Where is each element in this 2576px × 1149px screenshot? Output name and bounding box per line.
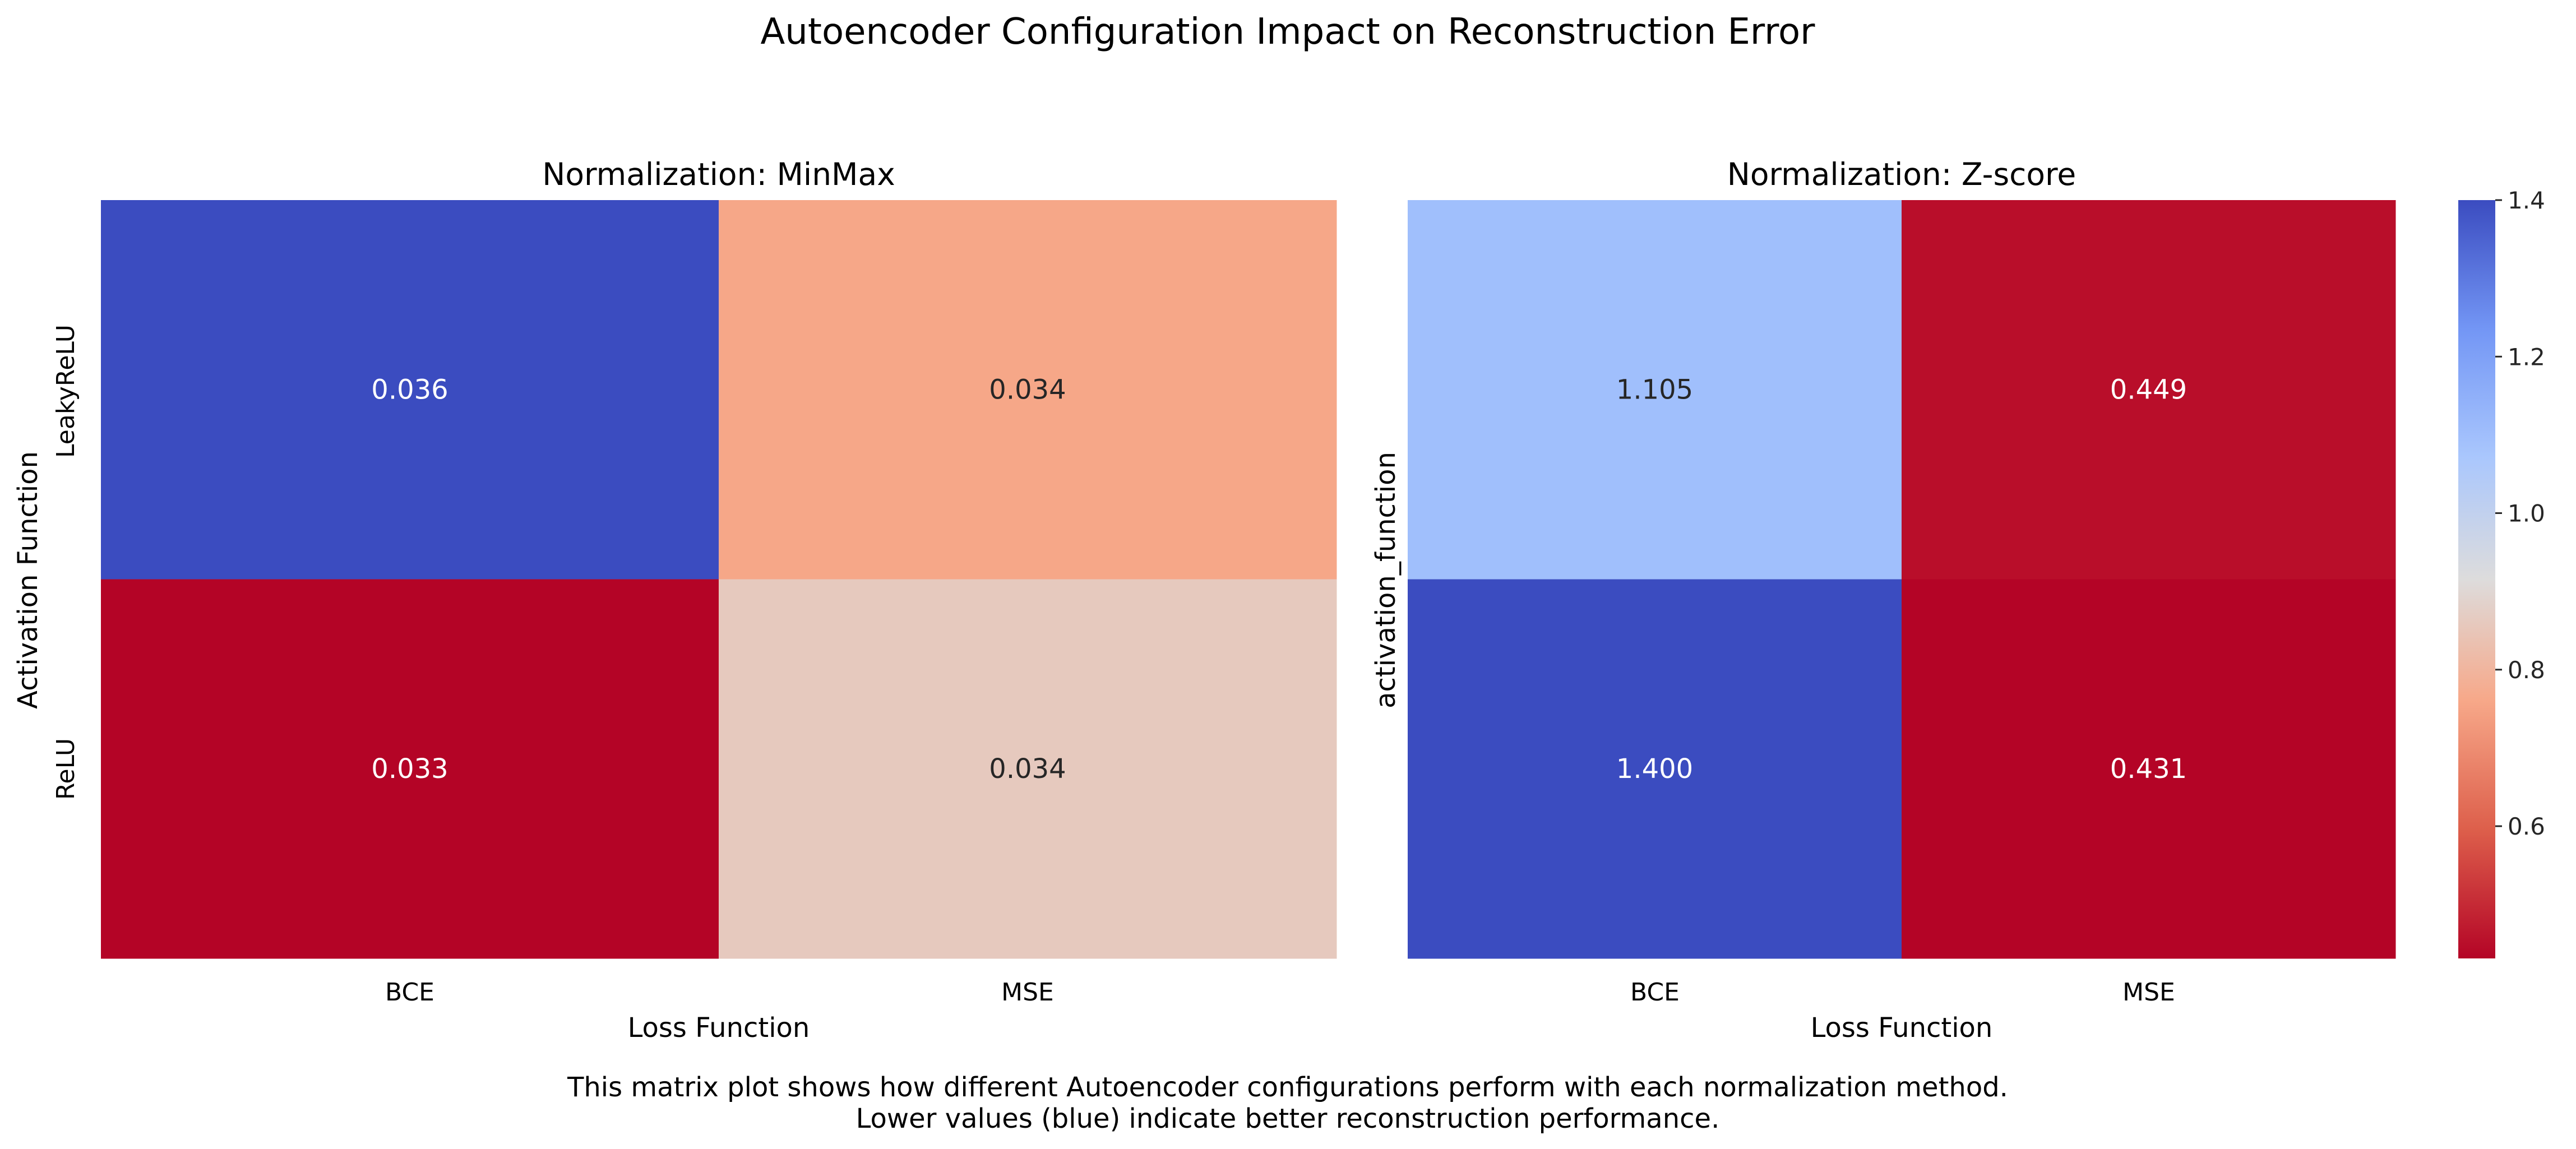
heatmap-zscore-xlabel: Loss Function [1811,1012,1993,1044]
heatmap-minmax-value-relu-mse: 0.034 [989,753,1066,785]
caption-line-2: Lower values (blue) indicate better reco… [856,1103,1720,1134]
heatmap-minmax-xtick-bce: BCE [385,978,434,1007]
heatmap-zscore-value-relu-mse: 0.431 [2110,753,2187,785]
heatmap-zscore-value-relu-bce: 1.400 [1616,753,1693,785]
heatmap-minmax-ytick-leakyrelu: LeakyReLU [52,325,80,458]
heatmap-minmax-value-leakyrelu-bce: 0.036 [371,374,448,405]
heatmap-zscore-value-leakyrelu-mse: 0.449 [2110,374,2187,405]
heatmap-zscore-cell-relu-bce [1408,579,1902,959]
colorbar-tick-label: 1.0 [2508,500,2545,527]
heatmap-minmax-xlabel: Loss Function [628,1012,810,1044]
caption-line-1: This matrix plot shows how different Aut… [567,1072,2008,1103]
heatmap-zscore-xtick-bce: BCE [1630,978,1680,1007]
heatmap-minmax-ylabel: Activation Function [12,451,44,709]
colorbar: 0.6 0.8 1.0 1.2 1.4 [2458,187,2545,958]
colorbar-tick-label: 0.8 [2508,656,2545,684]
heatmap-minmax-value-relu-bce: 0.033 [371,753,448,785]
heatmap-minmax-title: Normalization: MinMax [542,156,895,192]
heatmap-zscore-xtick-mse: MSE [2122,978,2175,1007]
colorbar-gradient [2458,200,2495,958]
heatmap-minmax-cell-leakyrelu-bce [101,200,719,580]
colorbar-ticks: 0.6 0.8 1.0 1.2 1.4 [2495,187,2545,840]
heatmap-zscore-cells: 1.105 0.449 1.400 0.431 [1408,200,2396,959]
heatmap-zscore-ylabel: activation_function [1370,452,1402,708]
heatmap-zscore-cell-leakyrelu-mse [1902,200,2396,580]
heatmap-zscore-title: Normalization: Z-score [1727,156,2076,192]
heatmap-minmax-xtick-mse: MSE [1001,978,1054,1007]
colorbar-tick-label: 1.2 [2508,343,2545,370]
heatmap-minmax-cell-relu-mse [719,579,1337,959]
heatmap-zscore-cell-leakyrelu-bce [1408,200,1902,580]
colorbar-tick-label: 1.4 [2508,187,2545,214]
heatmap-zscore: Normalization: Z-score 1.105 0.449 1.400 0.… [1370,156,2396,1044]
heatmap-minmax-cell-leakyrelu-mse [719,200,1337,580]
heatmap-zscore-value-leakyrelu-bce: 1.105 [1616,374,1693,405]
heatmap-minmax-value-leakyrelu-mse: 0.034 [989,374,1066,405]
heatmap-minmax-ytick-relu: ReLU [52,738,80,800]
colorbar-tick-label: 0.6 [2508,813,2545,840]
heatmap-zscore-cell-relu-mse [1902,579,2396,959]
heatmap-minmax-cell-relu-bce [101,579,719,959]
figure-title: Autoencoder Configuration Impact on Reco… [761,11,1816,53]
heatmap-minmax-cells: 0.036 0.034 0.033 0.034 [101,200,1337,959]
